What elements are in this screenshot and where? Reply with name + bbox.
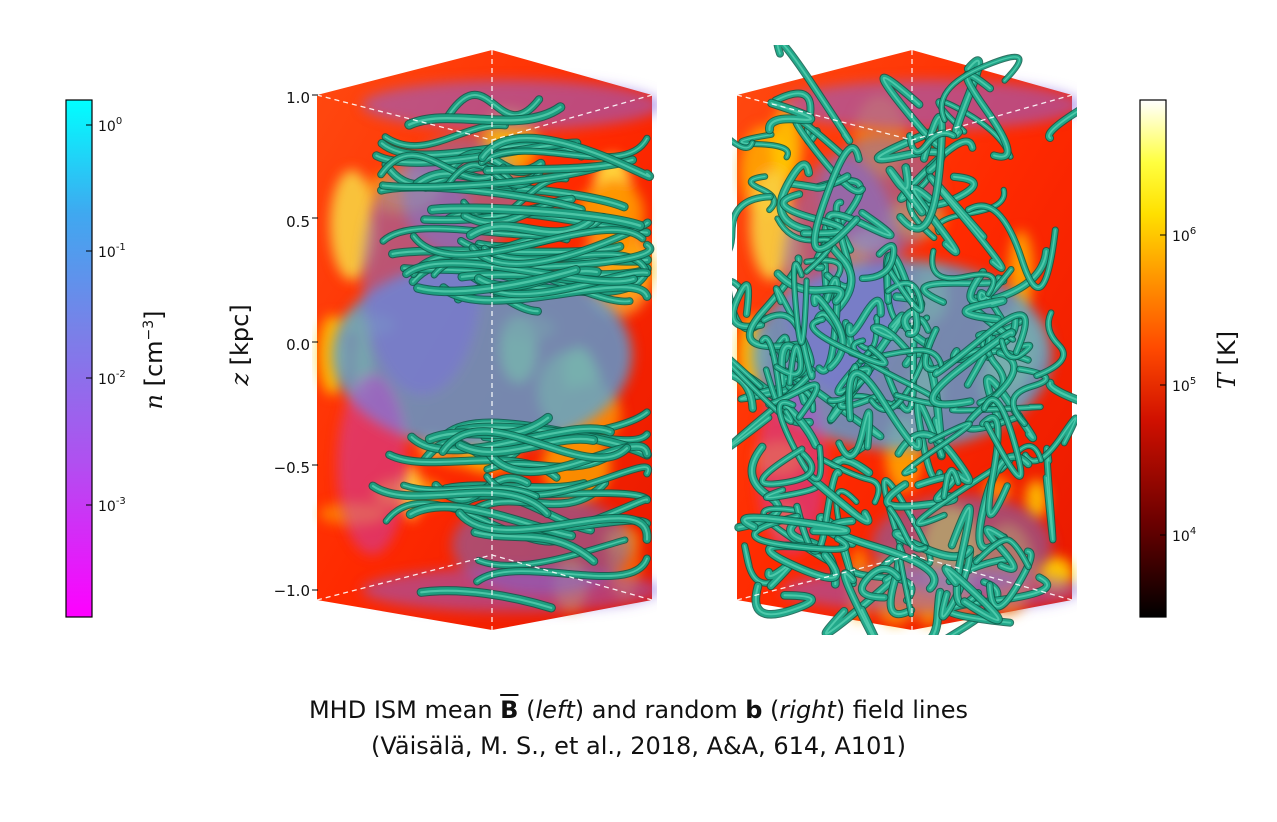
temperature-tick-label: 104 [1172,526,1196,545]
temperature-tick-label: 105 [1172,376,1196,395]
random-field-volume-render [732,45,1077,635]
density-tick-label: 100 [98,116,122,135]
random-field-symbol: b [745,696,763,724]
magnetic-field-lines [368,90,655,613]
z-axis-ticks [312,94,318,591]
z-tick-label: 0.5 [286,213,310,231]
density-tick-label: 10-1 [98,242,126,261]
mean-field-symbol: B [500,696,519,724]
density-colorbar-ticks [86,124,92,506]
temperature-colorbar: 106 105 104 T [K] [1139,99,1241,618]
z-tick-label: 1.0 [286,89,310,107]
density-colorbar: 100 10-1 10-2 10-3 n [cm−3] [65,99,168,618]
density-tick-label: 10-2 [98,369,126,388]
z-tick-label: 0.0 [286,336,310,354]
temperature-colorbar-label: T [K] [1213,331,1241,389]
temperature-tick-label: 106 [1172,226,1196,245]
simulation-box-edges [316,50,653,630]
temperature-colorbar-gradient [1139,99,1167,618]
mean-field-volume-render [312,50,657,630]
density-tick-label: 10-3 [98,496,126,515]
simulation-box-edges [736,50,1073,630]
temperature-colorbar-ticks [1160,234,1166,536]
figure-caption-citation: (Väisälä, M. S., et al., 2018, A&A, 614,… [370,732,907,760]
z-axis: 1.0 0.5 0.0 −0.5 −1.0 z [kpc] [226,89,310,600]
z-tick-label: −0.5 [274,459,310,477]
z-tick-label: −1.0 [274,582,310,600]
density-colorbar-gradient [65,99,93,618]
figure-caption-line-1: MHD ISM mean B (left) and random b (righ… [308,696,969,724]
z-axis-label: z [kpc] [226,304,254,386]
magnetic-field-lines [732,45,1077,635]
density-colorbar-label: n [cm−3] [140,310,168,409]
